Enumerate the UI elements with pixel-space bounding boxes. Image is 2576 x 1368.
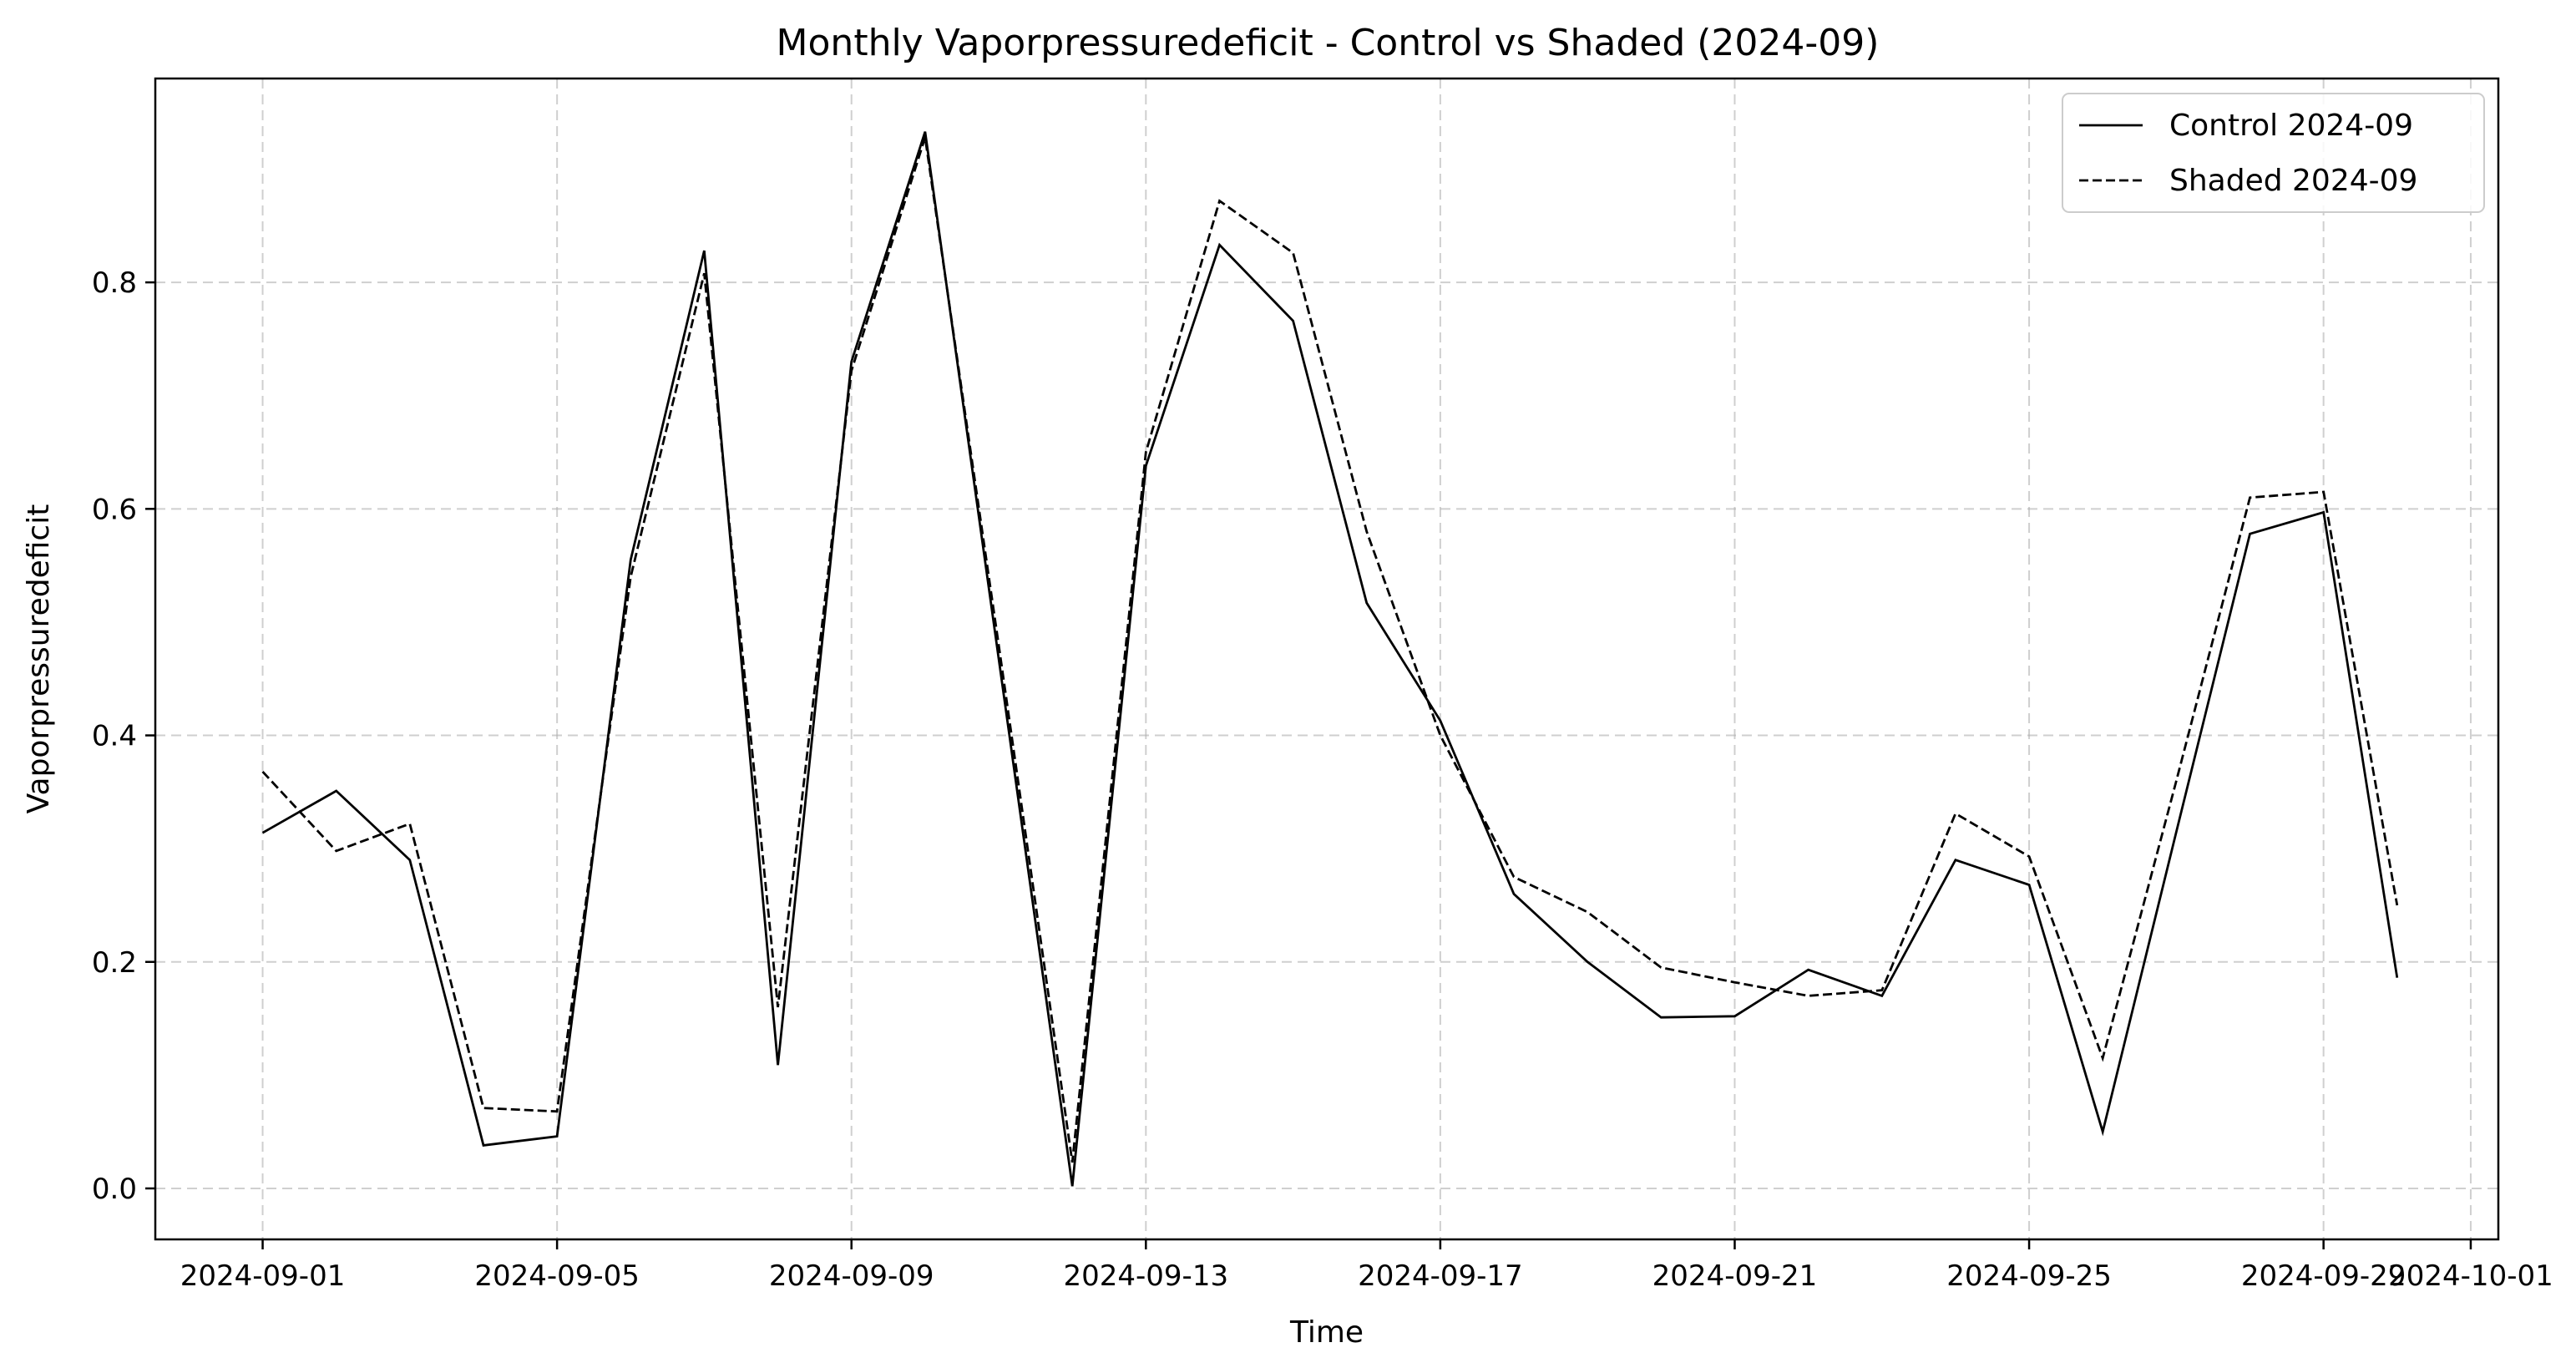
x-tick-label: 2024-09-09 xyxy=(769,1259,934,1293)
x-tick-label: 2024-09-21 xyxy=(1652,1259,1818,1293)
series-line-1 xyxy=(261,131,2399,1187)
x-tick-label: 2024-09-17 xyxy=(1358,1259,1523,1293)
x-tick-label: 2024-09-29 xyxy=(2241,1259,2406,1293)
y-tick-label: 0.4 xyxy=(92,720,137,753)
x-tick-label: 2024-09-05 xyxy=(474,1259,640,1293)
series-line-2 xyxy=(261,137,2399,1163)
x-axis: 2024-09-01 2024-09-05 2024-09-09 2024-09-13… xyxy=(180,1239,2553,1293)
x-axis-label: Time xyxy=(1289,1315,1364,1350)
legend-label-2: Shaded 2024-09 xyxy=(2169,164,2417,198)
legend: Control 2024-09 Shaded 2024-09 xyxy=(2062,93,2485,213)
grid xyxy=(155,79,2498,1239)
plot-frame xyxy=(154,77,2500,1241)
y-tick-label: 0.6 xyxy=(92,493,137,526)
legend-box xyxy=(2062,93,2485,213)
y-tick-label: 0.0 xyxy=(92,1173,137,1206)
chart-title: Monthly Vaporpressuredeficit - Control v… xyxy=(777,22,1880,64)
x-tick-label: 2024-09-25 xyxy=(1946,1259,2112,1293)
y-axis: 0.0 0.2 0.4 0.6 0.8 xyxy=(92,266,155,1206)
x-tick-label: 2024-10-01 xyxy=(2388,1259,2553,1293)
x-tick-label: 2024-09-13 xyxy=(1064,1259,1229,1293)
x-tick-label: 2024-09-01 xyxy=(180,1259,346,1293)
series-lines xyxy=(261,131,2399,1187)
y-axis-label: Vaporpressuredeficit xyxy=(22,504,56,814)
y-tick-label: 0.8 xyxy=(92,266,137,300)
legend-label-1: Control 2024-09 xyxy=(2169,109,2413,143)
y-tick-label: 0.2 xyxy=(92,946,137,980)
